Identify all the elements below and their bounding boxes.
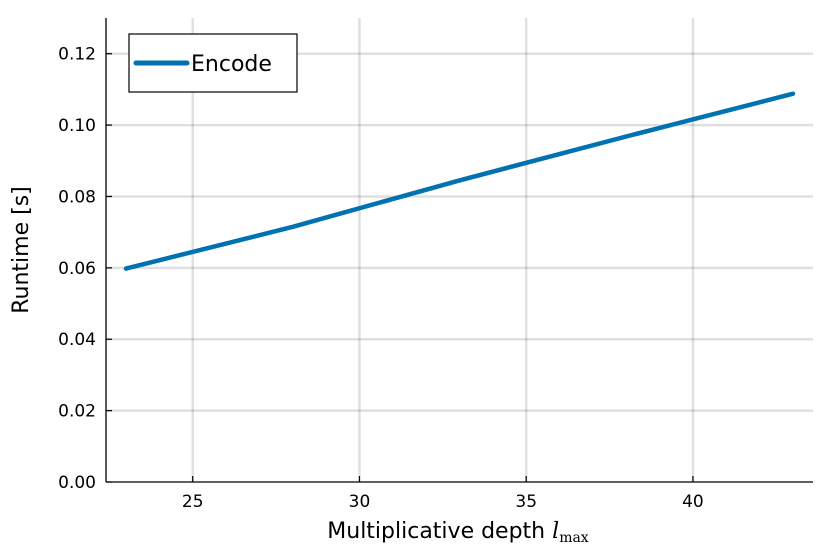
- y-tick-label-6: 0.12: [58, 45, 96, 65]
- y-tick-label-1: 0.02: [58, 402, 96, 422]
- series-line-0: [123, 91, 796, 271]
- y-tick-label-5: 0.10: [58, 116, 96, 136]
- grid-lines: [106, 18, 813, 482]
- x-tick-label-2: 35: [515, 492, 537, 512]
- y-tick-label-4: 0.08: [58, 187, 96, 207]
- y-axis-ticks: 0.00 0.02 0.04 0.06 0.08 0.10 0.12: [58, 45, 112, 493]
- y-tick-label-2: 0.04: [58, 330, 96, 350]
- x-axis-title-symbol: l: [552, 519, 559, 544]
- plot-frame: [105, 18, 813, 483]
- x-tick-label-3: 40: [682, 492, 704, 512]
- x-axis-title-text: Multiplicative depth: [327, 519, 545, 544]
- y-tick-label-3: 0.06: [58, 259, 96, 279]
- x-tick-label-1: 30: [349, 492, 371, 512]
- x-axis-title-subscript: max: [559, 530, 589, 546]
- legend-label-encode: Encode: [191, 52, 272, 77]
- x-tick-label-0: 25: [182, 492, 204, 512]
- series-layer: [123, 91, 796, 271]
- y-tick-label-0: 0.00: [58, 473, 96, 493]
- x-axis-title: Multiplicative depth lmax: [327, 519, 589, 546]
- legend: Encode: [128, 33, 298, 93]
- x-axis-ticks: 25 30 35 40: [182, 476, 704, 512]
- y-axis-title: Runtime [s]: [9, 186, 34, 314]
